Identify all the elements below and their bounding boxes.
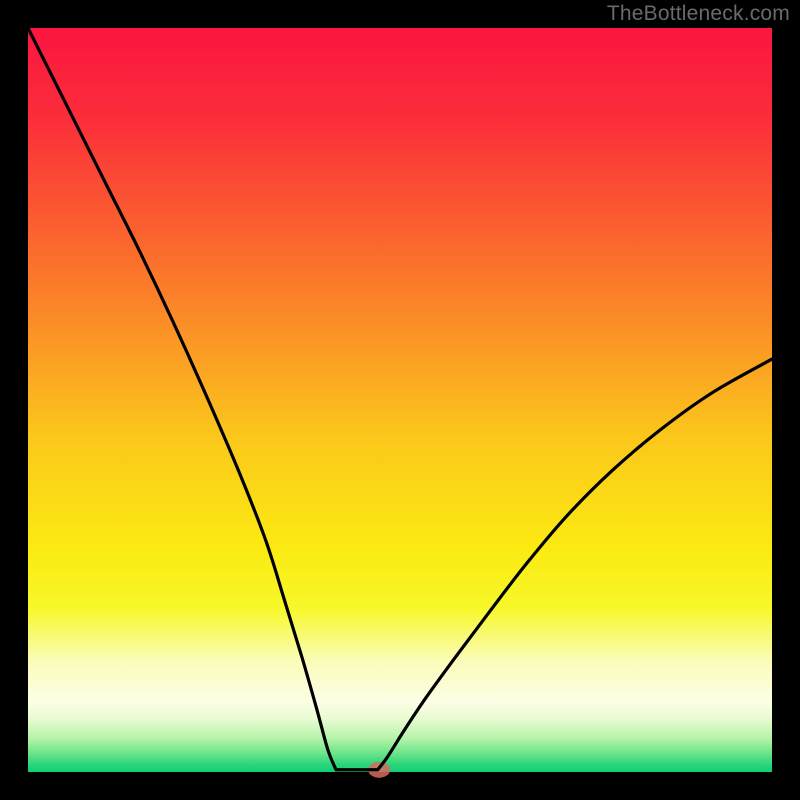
bottleneck-chart xyxy=(0,0,800,800)
watermark-text: TheBottleneck.com xyxy=(607,2,790,26)
chart-page: TheBottleneck.com xyxy=(0,0,800,800)
plot-background xyxy=(28,28,772,772)
